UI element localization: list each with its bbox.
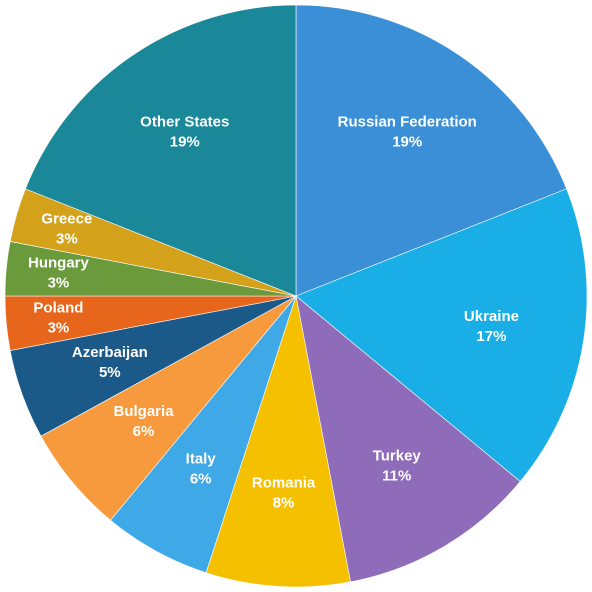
slice-label: Poland: [33, 299, 83, 316]
slice-label: Russian Federation: [338, 113, 477, 130]
slice-label: Greece: [41, 210, 92, 227]
slice-value-label: 3%: [56, 230, 78, 247]
pie-slice: [295, 4, 567, 297]
slice-value-label: 3%: [48, 319, 70, 336]
slice-label: Romania: [252, 474, 316, 491]
slice-label: Turkey: [373, 447, 422, 464]
pie-slice: [295, 295, 521, 583]
slice-value-label: 8%: [273, 494, 295, 511]
pie-slice: [25, 4, 297, 297]
slice-label: Azerbaijan: [72, 344, 148, 361]
slice-value-label: 19%: [392, 133, 422, 150]
slice-value-label: 6%: [133, 423, 155, 440]
slice-value-label: 6%: [190, 470, 212, 487]
slice-label: Italy: [186, 450, 217, 467]
slice-value-label: 3%: [48, 275, 70, 292]
slice-value-label: 17%: [476, 328, 506, 345]
slice-label: Ukraine: [464, 308, 519, 325]
slice-label: Hungary: [28, 255, 90, 272]
slice-value-label: 11%: [382, 467, 411, 484]
pie-slice: [205, 295, 351, 588]
slice-label: Other States: [140, 113, 229, 130]
slice-value-label: 5%: [99, 364, 121, 381]
slice-value-label: 19%: [170, 133, 200, 150]
pie-slice: [295, 188, 588, 482]
slice-label: Bulgaria: [114, 403, 175, 420]
